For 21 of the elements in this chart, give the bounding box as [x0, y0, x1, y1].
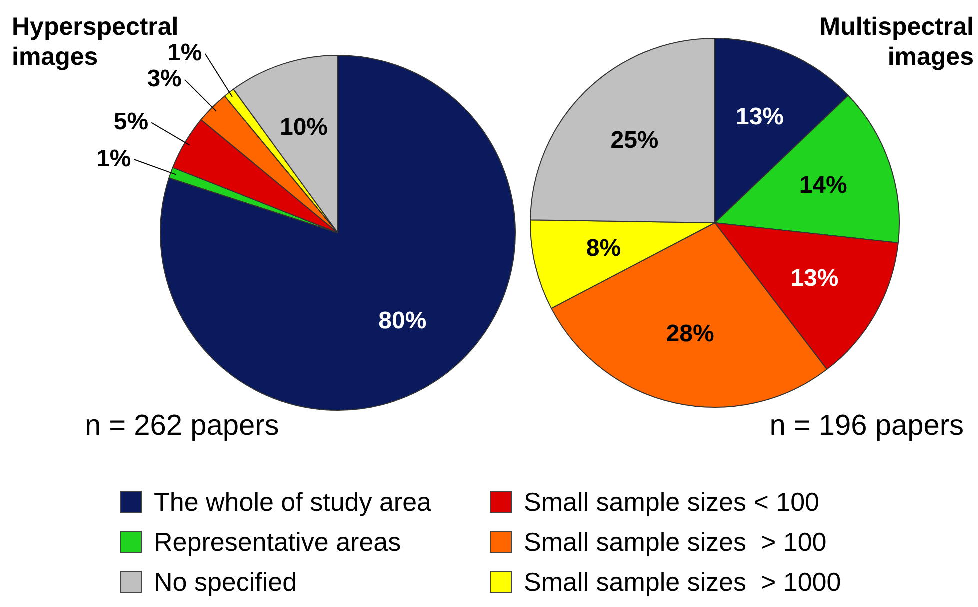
- text: n = 262 papers: [85, 410, 280, 443]
- data-label: 14%: [799, 172, 848, 199]
- data-label: 13%: [790, 264, 839, 292]
- data-label: 1%: [168, 40, 202, 66]
- data-label: 80%: [378, 308, 427, 335]
- legend-label: Representative areas: [154, 526, 402, 558]
- data-label: 10%: [280, 114, 328, 141]
- data-label: 13%: [736, 103, 784, 130]
- data-label: 3%: [147, 66, 182, 92]
- legend-label: Small sample sizes < 100: [524, 486, 820, 518]
- legend-label: Small sample sizes > 1000: [524, 566, 842, 598]
- text: n = 196 papers: [770, 410, 964, 443]
- legend-label: Small sample sizes > 100: [524, 526, 827, 558]
- data-label: 8%: [586, 235, 622, 262]
- data-label: 5%: [114, 108, 149, 136]
- data-label: 28%: [666, 320, 714, 348]
- legend-label: The whole of study area: [154, 486, 432, 518]
- chart-title: Multispectral images: [818, 12, 974, 72]
- legend-label: No specified: [154, 566, 298, 598]
- data-label: 25%: [610, 127, 659, 154]
- data-label: 1%: [96, 145, 132, 172]
